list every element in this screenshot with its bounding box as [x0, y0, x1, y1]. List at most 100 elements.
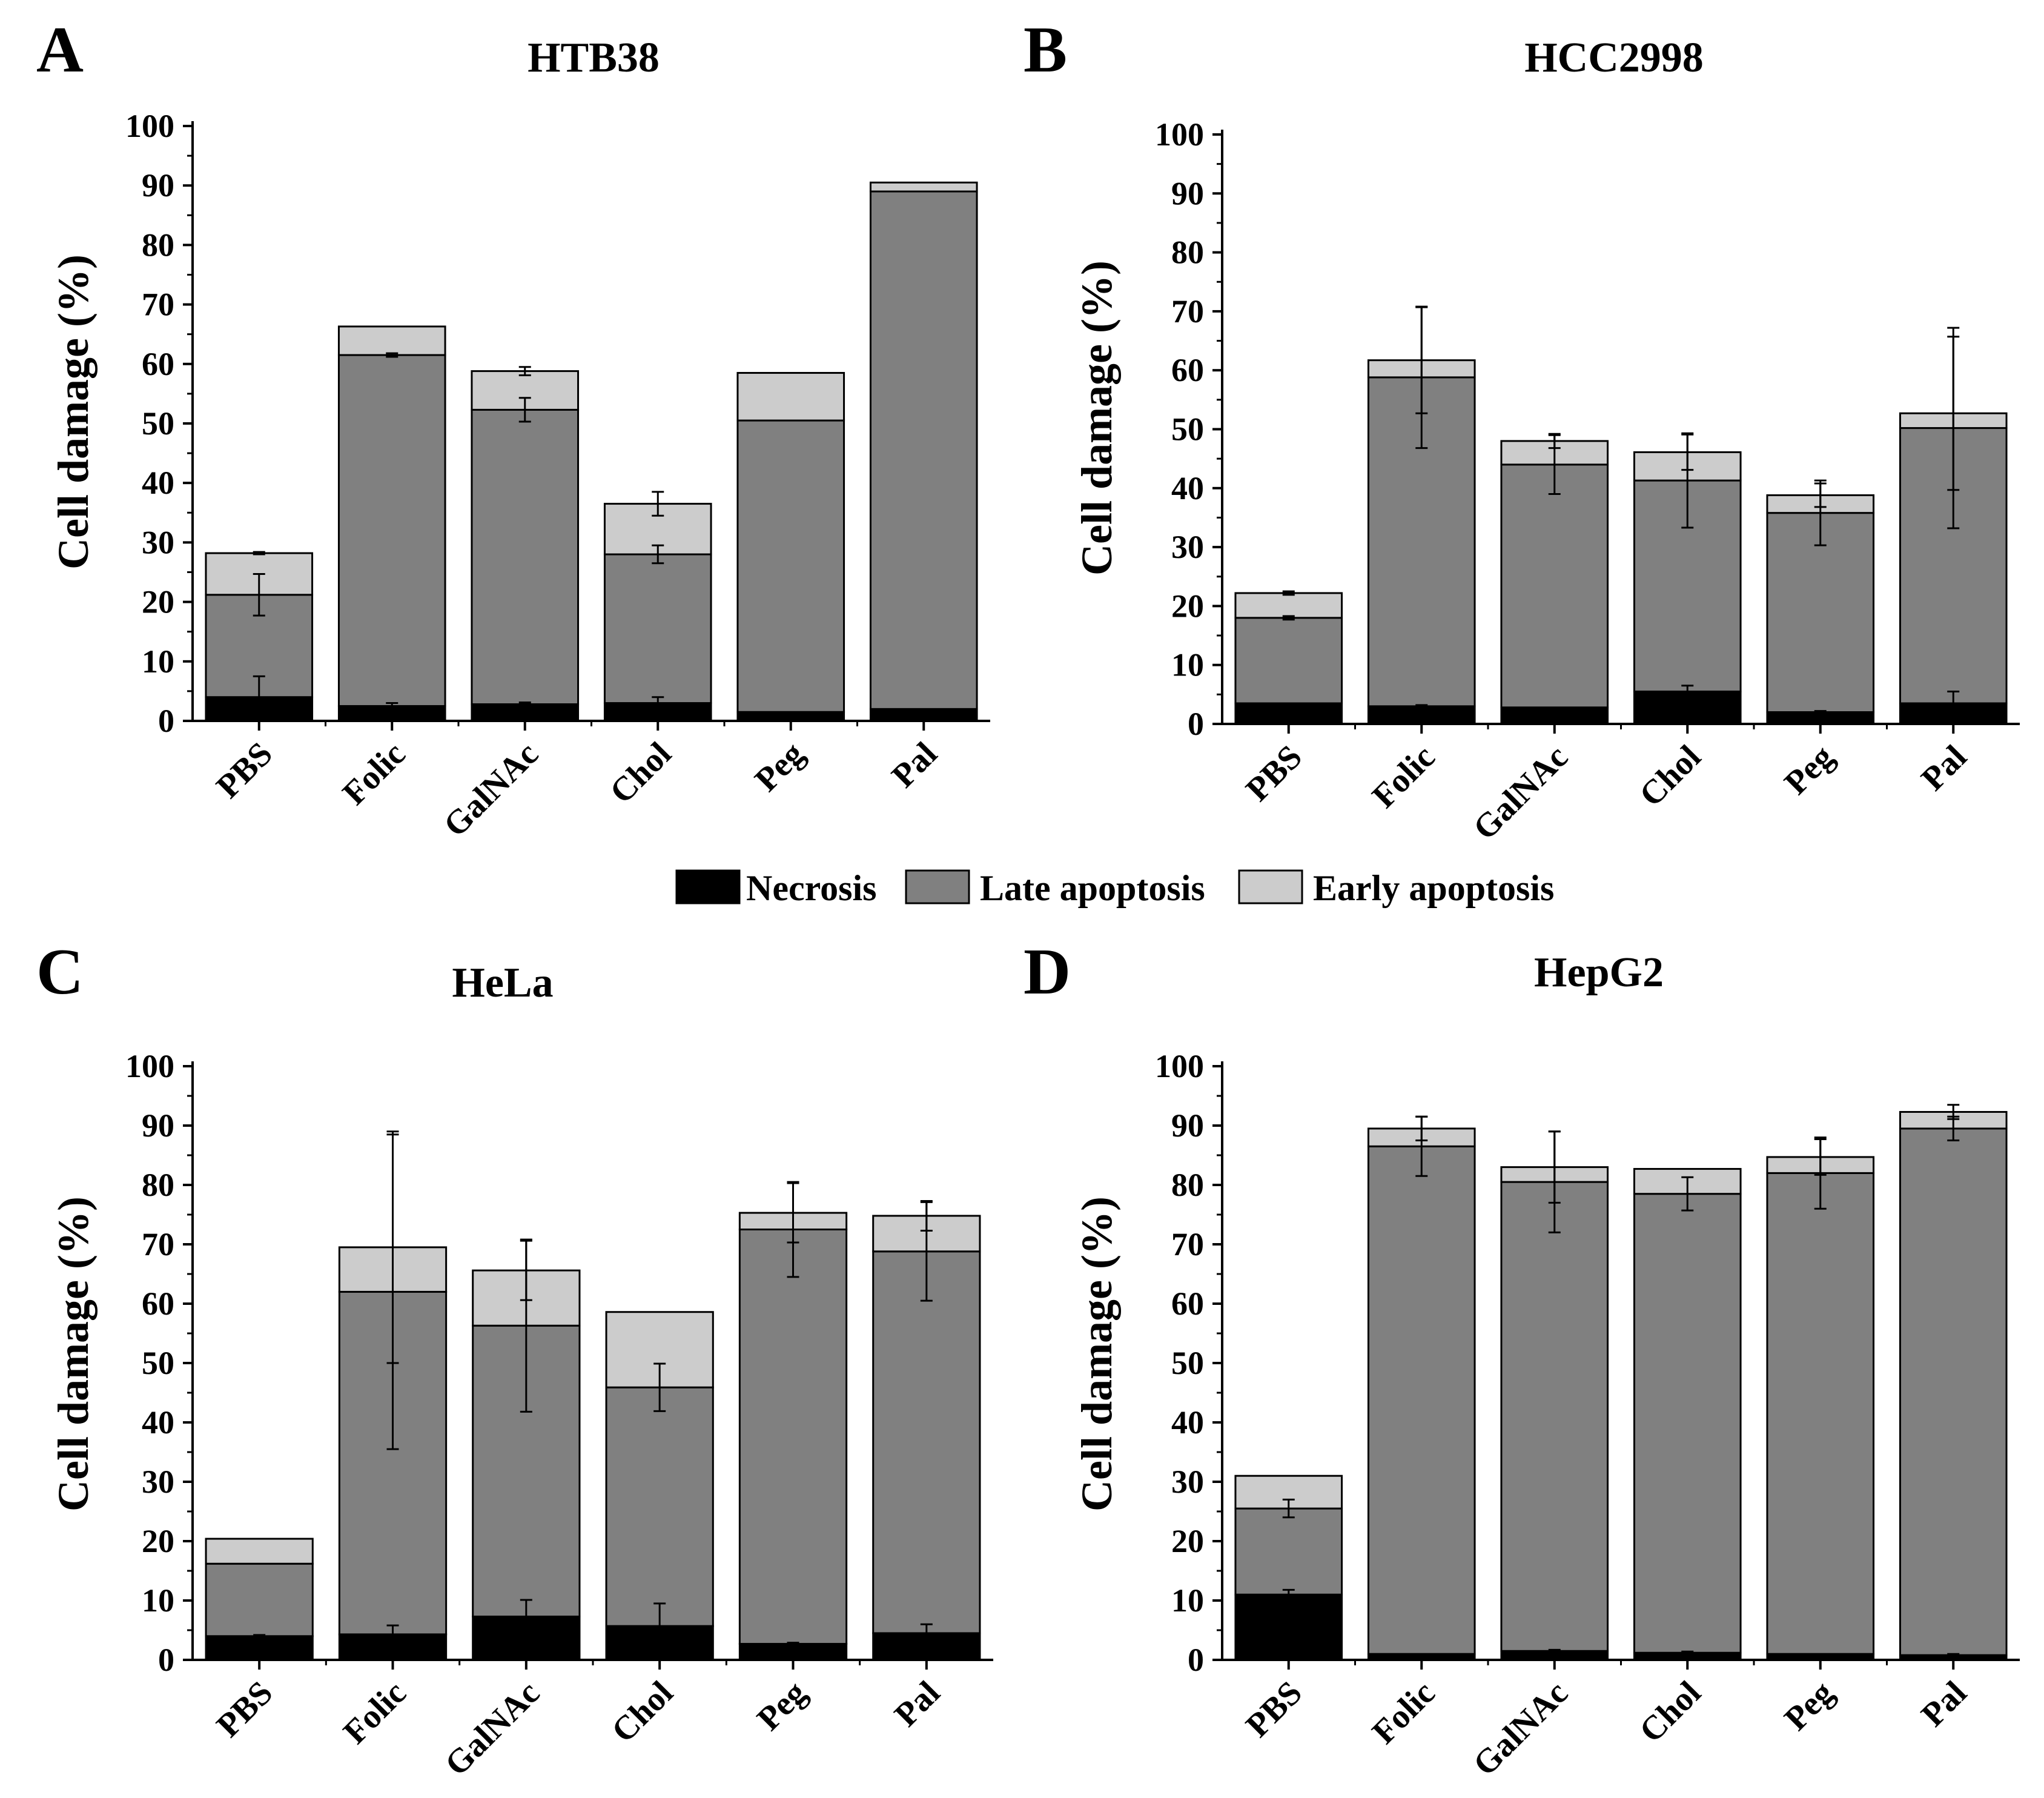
bar-late-apoptosis	[205, 1562, 314, 1637]
bar-late-apoptosis	[872, 1250, 981, 1634]
y-tick-label: 0	[158, 1642, 174, 1678]
y-tick-label: 50	[1171, 411, 1204, 448]
legend-label-late-apoptosis: Late apoptosis	[980, 868, 1205, 908]
y-tick-label: 50	[142, 1345, 174, 1381]
y-tick-label: 60	[142, 1285, 174, 1322]
x-tick-label: PBS	[1239, 738, 1309, 808]
bar-necrosis	[869, 708, 978, 722]
plot-hcc2998: 0 10 20 30 40 50 60 70 80 90 100 PBS Folic GalNAc Chol…	[1155, 116, 2020, 848]
panel-letter-d: D	[1024, 936, 1071, 1008]
bar-early-apoptosis	[1234, 592, 1343, 619]
x-tick-label: Peg	[750, 1674, 813, 1737]
x-tick-label: Chol	[1632, 1674, 1708, 1750]
y-tick-label: 100	[1155, 116, 1204, 153]
y-tick-label: 40	[1171, 470, 1204, 506]
x-tick-label: Peg	[1778, 1674, 1841, 1737]
y-tick-label: 0	[1188, 706, 1204, 742]
plot-hepg2: 0 10 20 30 40 50 60 70 80 90 100 PBS Folic GalNAc Chol…	[1155, 1048, 2020, 1783]
panel-title-b: HCC2998	[1524, 35, 1704, 81]
bar-late-apoptosis	[337, 354, 446, 707]
bar-late-apoptosis	[1899, 1127, 2008, 1656]
bar-necrosis	[1500, 706, 1609, 725]
bar-late-apoptosis	[603, 553, 712, 705]
y-tick-label: 10	[142, 643, 174, 680]
y-axis-label-b: Cell damage (%)	[1073, 260, 1121, 576]
bar-late-apoptosis	[1500, 463, 1609, 709]
x-tick-label: Pal	[1914, 738, 1974, 798]
panel-letter-a: A	[36, 14, 84, 86]
panel-title-d: HepG2	[1534, 949, 1664, 996]
bar-necrosis	[337, 705, 446, 722]
bar-late-apoptosis	[1234, 617, 1343, 705]
bar-necrosis	[1367, 705, 1476, 725]
y-tick-label: 40	[142, 465, 174, 501]
x-tick-label: GalNAc	[438, 1674, 547, 1783]
bar-early-apoptosis	[205, 1538, 314, 1565]
bar-late-apoptosis	[1500, 1181, 1609, 1652]
y-tick-label: 70	[1171, 1226, 1204, 1262]
bar-necrosis	[736, 711, 845, 722]
bar-late-apoptosis	[471, 408, 580, 706]
legend-label-necrosis: Necrosis	[746, 868, 877, 908]
y-tick-label: 90	[1171, 175, 1204, 211]
legend-swatch-late-apoptosis	[905, 869, 970, 904]
panel-letter-c: C	[36, 936, 84, 1008]
y-tick-label: 90	[142, 167, 174, 204]
y-tick-label: 0	[158, 703, 174, 739]
y-axis-label-d: Cell damage (%)	[1073, 1196, 1121, 1511]
y-tick-label: 10	[1171, 1582, 1204, 1619]
y-tick-label: 60	[142, 346, 174, 382]
x-tick-label: Folic	[336, 1674, 413, 1751]
bar-early-apoptosis	[337, 325, 446, 356]
x-tick-label: PBS	[209, 735, 279, 805]
y-tick-label: 30	[142, 1464, 174, 1500]
x-tick-label: GalNAc	[1466, 738, 1575, 847]
bar-necrosis	[471, 703, 580, 722]
y-tick-label: 60	[1171, 1285, 1204, 1322]
panel-letter-b: B	[1024, 14, 1067, 86]
legend: Necrosis Late apoptosis Early apoptosis	[675, 868, 1554, 908]
bar-necrosis	[1234, 702, 1343, 725]
bar-late-apoptosis	[605, 1386, 714, 1627]
bar-late-apoptosis	[1766, 1172, 1875, 1655]
bar-necrosis	[205, 1635, 314, 1661]
y-tick-label: 20	[1171, 588, 1204, 624]
bar-late-apoptosis	[1367, 1145, 1476, 1655]
bar-late-apoptosis	[736, 419, 845, 713]
bar-early-apoptosis	[736, 372, 845, 422]
x-tick-label: Chol	[1632, 738, 1708, 814]
bar-late-apoptosis	[1633, 1193, 1742, 1654]
x-tick-label: GalNAc	[437, 735, 546, 844]
y-tick-label: 50	[1171, 1345, 1204, 1381]
bar-necrosis	[1234, 1593, 1343, 1661]
legend-swatch-necrosis	[675, 869, 741, 904]
y-tick-label: 30	[142, 524, 174, 560]
y-tick-label: 70	[142, 287, 174, 323]
y-tick-label: 90	[142, 1107, 174, 1144]
y-tick-label: 30	[1171, 1464, 1204, 1500]
x-tick-label: Peg	[1778, 738, 1841, 801]
x-tick-label: Folic	[1365, 1674, 1442, 1751]
y-tick-label: 60	[1171, 352, 1204, 388]
plot-hela: 0 10 20 30 40 50 60 70 80 90 100 PBS Folic GalNAc Chol…	[125, 1048, 993, 1783]
x-tick-label: GalNAc	[1466, 1674, 1575, 1783]
plot-htb38: 0 10 20 30 40 50 60 70 80 90 100 PBS Folic GalNAc Chol…	[125, 108, 990, 844]
y-tick-label: 40	[142, 1404, 174, 1441]
bar-early-apoptosis	[869, 181, 978, 193]
panel-title-c: HeLa	[452, 960, 553, 1006]
bar-late-apoptosis	[738, 1229, 848, 1645]
y-tick-label: 80	[142, 227, 174, 263]
y-tick-label: 70	[142, 1226, 174, 1262]
x-tick-label: PBS	[210, 1674, 280, 1744]
y-tick-label: 100	[125, 1048, 174, 1084]
x-tick-label: Pal	[885, 735, 945, 795]
y-tick-label: 20	[142, 1523, 174, 1559]
y-tick-label: 100	[1155, 1048, 1204, 1084]
legend-label-early-apoptosis: Early apoptosis	[1313, 868, 1554, 908]
legend-swatch-early-apoptosis	[1238, 869, 1303, 904]
y-tick-label: 20	[1171, 1523, 1204, 1559]
x-tick-label: Folic	[336, 735, 412, 812]
y-tick-label: 80	[1171, 1167, 1204, 1203]
y-tick-label: 10	[1171, 647, 1204, 683]
